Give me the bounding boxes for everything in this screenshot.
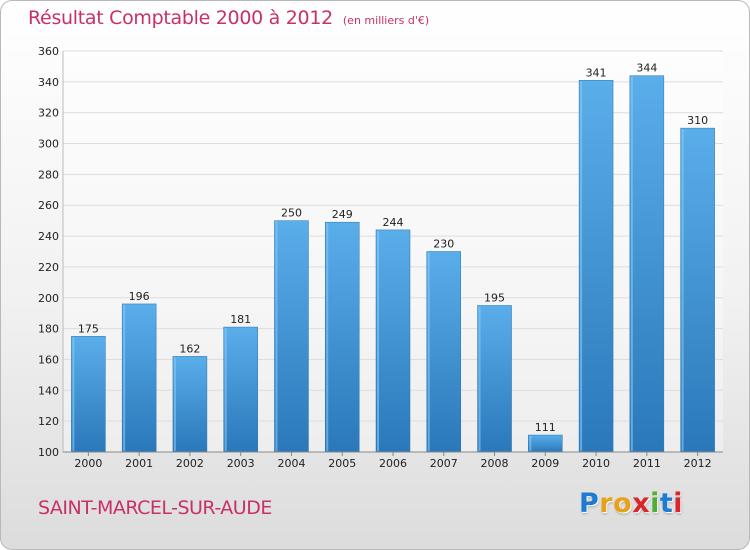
bar-highlight: [630, 76, 633, 451]
y-tick-label: 360: [38, 45, 59, 58]
data-label: 344: [636, 62, 657, 75]
bar: [172, 356, 208, 453]
axis-layer: 100 120 140 160 180 200 220 240 260 280 300 320 340 3…: [38, 45, 723, 470]
data-label: 175: [78, 322, 99, 335]
y-tick-label: 320: [38, 107, 59, 120]
y-tick-label: 140: [38, 384, 59, 397]
bar-highlight: [123, 304, 126, 451]
data-label: 196: [129, 290, 150, 303]
x-tick-label: 2012: [684, 457, 712, 470]
bar: [528, 434, 563, 453]
x-tick-label: 2009: [531, 457, 559, 470]
proxiti-logo: Proxiti: [579, 488, 683, 519]
bar-highlight: [478, 306, 481, 451]
bar-highlight: [326, 223, 329, 451]
bar-highlight: [275, 221, 278, 451]
bar-highlight: [427, 252, 430, 451]
logo-letter: t: [659, 488, 674, 519]
bar-layer: 175 196 162 181 250 249 244 230 195 111 341 344 310: [71, 62, 715, 453]
bar-highlight: [72, 337, 75, 451]
data-label: 111: [535, 421, 556, 434]
bar: [121, 303, 157, 453]
x-tick-label: 2006: [379, 457, 407, 470]
y-tick-label: 340: [38, 76, 59, 89]
bar: [426, 251, 462, 453]
y-tick-label: 240: [38, 230, 59, 243]
x-tick-label: 2001: [125, 457, 153, 470]
x-tick-label: 2002: [176, 457, 204, 470]
logo-letter: o: [613, 488, 633, 519]
logo-letter: i: [673, 488, 684, 519]
y-tick-label: 180: [38, 323, 59, 336]
data-label: 250: [281, 207, 302, 220]
x-tick-label: 2004: [277, 457, 305, 470]
y-tick-label: 200: [38, 292, 59, 305]
bar: [274, 220, 309, 453]
logo-letter: i: [650, 488, 660, 519]
chart-title: Résultat Comptable 2000 à 2012 (en millie…: [28, 7, 429, 29]
logo-letter: P: [579, 488, 600, 519]
logo-letter: x: [632, 488, 651, 519]
x-tick-label: 2010: [582, 457, 610, 470]
y-tick-label: 220: [38, 261, 59, 274]
y-tick-label: 300: [38, 138, 59, 151]
bar-highlight: [377, 230, 379, 451]
x-tick-label: 2007: [430, 457, 458, 470]
bar-highlight: [580, 81, 583, 452]
x-tick-label: 2000: [74, 457, 102, 470]
bar: [629, 75, 665, 453]
y-tick-label: 260: [38, 199, 59, 212]
bar: [223, 326, 258, 453]
bar-highlight: [529, 436, 532, 451]
x-tick-label: 2003: [227, 457, 255, 470]
x-tick-label: 2008: [481, 457, 509, 470]
y-tick-label: 280: [38, 168, 59, 181]
bar-highlight: [224, 328, 227, 451]
logo-letter: r: [599, 488, 614, 519]
data-label: 162: [179, 342, 200, 355]
y-tick-label: 100: [38, 446, 59, 459]
bar-highlight: [681, 129, 684, 451]
data-label: 195: [484, 291, 505, 304]
y-tick-label: 120: [38, 415, 59, 428]
data-label: 230: [433, 238, 454, 251]
data-label: 310: [687, 114, 708, 127]
data-label: 341: [586, 66, 607, 79]
bar: [680, 127, 715, 453]
x-tick-label: 2005: [328, 457, 356, 470]
bar: [71, 336, 106, 453]
bar: [477, 305, 512, 453]
bar-highlight: [173, 357, 176, 451]
bar: [578, 80, 614, 453]
title-unit: (en milliers d'€): [342, 14, 430, 27]
bar: [375, 229, 411, 453]
title-text: Résultat Comptable 2000 à 2012: [28, 7, 333, 29]
y-tick-label: 160: [38, 353, 59, 366]
city-name: SAINT-MARCEL-SUR-AUDE: [38, 497, 272, 519]
data-label: 244: [383, 216, 404, 229]
x-tick-label: 2011: [633, 457, 661, 470]
bar: [324, 221, 360, 453]
data-label: 249: [332, 208, 353, 221]
data-label: 181: [230, 313, 251, 326]
